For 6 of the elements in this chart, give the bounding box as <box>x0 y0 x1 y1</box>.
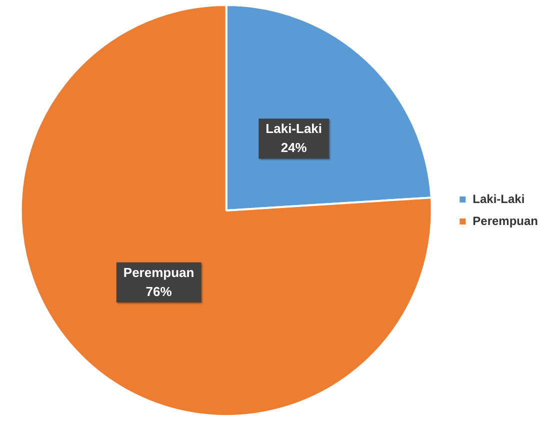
slice-label: Perempuan <box>123 264 194 280</box>
slice-label: Laki-Laki <box>266 121 322 136</box>
legend-label: Laki-Laki <box>472 192 525 206</box>
legend-label: Perempuan <box>472 214 538 228</box>
data-label: 24% <box>280 140 308 156</box>
data-label: 76% <box>146 284 172 299</box>
